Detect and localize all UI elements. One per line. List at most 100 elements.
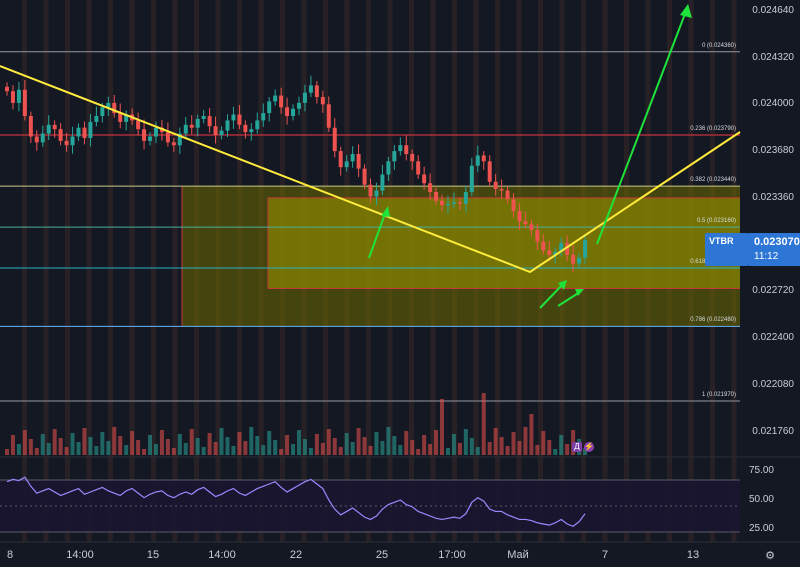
gear-icon[interactable]: ⚙ bbox=[765, 550, 775, 562]
candle-body[interactable] bbox=[255, 120, 260, 130]
candle-body[interactable] bbox=[177, 133, 182, 146]
candle-body[interactable] bbox=[76, 127, 81, 137]
candle-body[interactable] bbox=[326, 104, 331, 128]
candle-body[interactable] bbox=[279, 95, 284, 108]
candle-body[interactable] bbox=[517, 211, 522, 222]
candle-body[interactable] bbox=[434, 192, 439, 201]
candle-body[interactable] bbox=[153, 127, 158, 137]
candle-body[interactable] bbox=[535, 230, 540, 242]
candle-body[interactable] bbox=[565, 243, 570, 255]
candle-body[interactable] bbox=[386, 161, 391, 175]
candle-body[interactable] bbox=[469, 165, 474, 193]
candle-body[interactable] bbox=[16, 89, 21, 103]
candle-body[interactable] bbox=[195, 118, 200, 128]
candle-body[interactable] bbox=[577, 257, 582, 264]
green-arrow-line-small-2[interactable] bbox=[539, 282, 565, 309]
candle-body[interactable] bbox=[219, 130, 224, 136]
candle-body[interactable] bbox=[28, 116, 33, 137]
candle-body[interactable] bbox=[523, 221, 528, 225]
candle-body[interactable] bbox=[189, 124, 194, 128]
candle-body[interactable] bbox=[273, 95, 278, 102]
fib-zone-inner[interactable] bbox=[268, 197, 740, 289]
candle-body[interactable] bbox=[350, 154, 355, 162]
candle-body[interactable] bbox=[344, 161, 349, 168]
candle-body[interactable] bbox=[64, 140, 69, 146]
candle-body[interactable] bbox=[368, 184, 373, 197]
candle-body[interactable] bbox=[475, 155, 480, 166]
candle-body[interactable] bbox=[505, 190, 510, 200]
dividend-icon[interactable]: Д bbox=[572, 442, 582, 452]
candle-body[interactable] bbox=[571, 254, 576, 264]
candle-body[interactable] bbox=[106, 102, 111, 108]
candle-body[interactable] bbox=[183, 124, 188, 134]
candle-body[interactable] bbox=[70, 136, 75, 146]
candle-body[interactable] bbox=[124, 114, 129, 122]
candle-body[interactable] bbox=[463, 192, 468, 204]
candle-body[interactable] bbox=[243, 124, 248, 133]
candle-body[interactable] bbox=[380, 174, 385, 191]
candle-body[interactable] bbox=[22, 89, 27, 117]
candle-body[interactable] bbox=[338, 151, 343, 168]
candle-body[interactable] bbox=[207, 116, 212, 127]
candle-body[interactable] bbox=[428, 183, 433, 193]
candle-body[interactable] bbox=[320, 97, 325, 105]
candle-body[interactable] bbox=[553, 251, 558, 255]
candle-body[interactable] bbox=[302, 92, 307, 103]
candle-body[interactable] bbox=[249, 129, 254, 133]
candle-body[interactable] bbox=[374, 190, 379, 197]
candle-body[interactable] bbox=[481, 155, 486, 162]
earnings-icon[interactable]: ⚡ bbox=[584, 442, 594, 452]
candle-body[interactable] bbox=[142, 129, 147, 141]
candle-body[interactable] bbox=[541, 241, 546, 251]
candle-body[interactable] bbox=[171, 142, 176, 146]
candle-body[interactable] bbox=[297, 102, 301, 109]
candle-body[interactable] bbox=[398, 145, 403, 152]
candle-body[interactable] bbox=[529, 224, 534, 230]
candle-body[interactable] bbox=[356, 154, 361, 169]
candle-body[interactable] bbox=[148, 136, 153, 141]
candle-body[interactable] bbox=[410, 154, 415, 162]
candle-body[interactable] bbox=[82, 127, 87, 138]
candle-body[interactable] bbox=[201, 116, 206, 119]
green-arrow-line-small-1[interactable] bbox=[368, 210, 387, 259]
candle-body[interactable] bbox=[392, 151, 397, 162]
candle-body[interactable] bbox=[291, 108, 296, 117]
candle-body[interactable] bbox=[261, 113, 266, 121]
candle-body[interactable] bbox=[493, 181, 498, 190]
candle-body[interactable] bbox=[332, 127, 337, 152]
candle-body[interactable] bbox=[165, 132, 170, 143]
yellow-trendline[interactable] bbox=[0, 65, 741, 274]
candle-body[interactable] bbox=[314, 85, 319, 98]
candle-body[interactable] bbox=[10, 91, 15, 103]
candle-body[interactable] bbox=[231, 114, 236, 121]
candle-body[interactable] bbox=[416, 161, 421, 175]
candle-body[interactable] bbox=[46, 124, 51, 134]
candle-body[interactable] bbox=[547, 250, 552, 255]
candle-body[interactable] bbox=[88, 121, 93, 138]
candle-body[interactable] bbox=[499, 189, 504, 191]
candle-body[interactable] bbox=[404, 145, 409, 155]
candle-body[interactable] bbox=[362, 168, 367, 185]
candle-body[interactable] bbox=[487, 161, 492, 182]
candle-body[interactable] bbox=[40, 133, 45, 143]
candle-body[interactable] bbox=[136, 120, 141, 130]
candle-body[interactable] bbox=[94, 116, 99, 122]
candle-body[interactable] bbox=[308, 85, 313, 93]
candle-body[interactable] bbox=[112, 102, 117, 114]
candle-body[interactable] bbox=[267, 101, 272, 114]
candle-body[interactable] bbox=[237, 114, 242, 125]
candle-body[interactable] bbox=[457, 202, 462, 204]
candle-body[interactable] bbox=[58, 129, 63, 141]
candle-body[interactable] bbox=[213, 126, 218, 136]
candle-body[interactable] bbox=[583, 240, 588, 258]
candle-body[interactable] bbox=[118, 113, 123, 122]
candle-body[interactable] bbox=[451, 202, 456, 204]
candle-body[interactable] bbox=[100, 107, 105, 117]
candle-body[interactable] bbox=[52, 124, 57, 130]
candle-body[interactable] bbox=[445, 203, 450, 206]
candle-body[interactable] bbox=[225, 120, 230, 131]
candle-body[interactable] bbox=[422, 174, 427, 184]
green-arrow-line-small-3[interactable] bbox=[557, 291, 581, 307]
